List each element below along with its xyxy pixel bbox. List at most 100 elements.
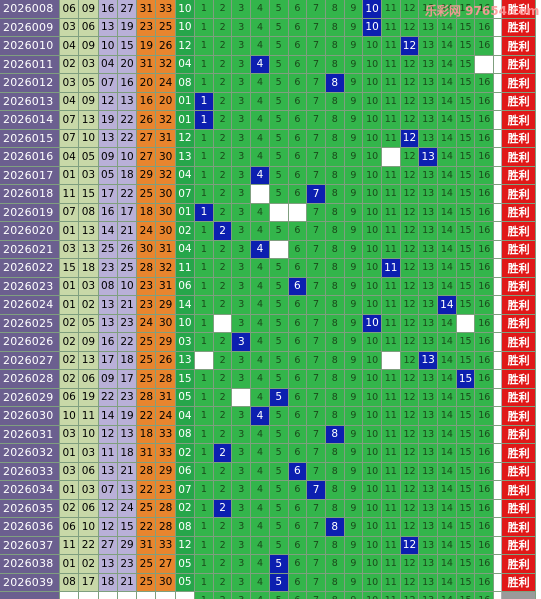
trend-number-cell: 13	[419, 111, 439, 130]
separator-cell	[494, 129, 503, 148]
separator-cell	[494, 444, 503, 463]
drawn-number: 01	[60, 222, 80, 241]
trend-number-cell: 9	[344, 370, 364, 389]
drawn-number: 32	[156, 259, 176, 278]
trend-number-cell: 10	[363, 407, 382, 426]
issue-number: 2026014	[0, 111, 60, 130]
trend-number-cell: 16	[475, 333, 495, 352]
trend-number-cell: 11	[381, 314, 401, 333]
trend-number-cell: 8	[325, 536, 345, 555]
trend-number-cell: 7	[307, 388, 326, 407]
drawn-number: 20	[137, 74, 157, 93]
drawn-number: 07	[60, 111, 80, 130]
result-badge: 胜利	[502, 92, 537, 111]
hit-number-cell: 6	[288, 277, 308, 296]
drawn-number: 23	[137, 277, 157, 296]
result-badge: 胜利	[502, 166, 537, 185]
drawn-number: 29	[156, 333, 176, 352]
trend-number-cell: 10	[363, 185, 382, 204]
trend-number-cell: 16	[475, 0, 495, 19]
trend-number-cell: 8	[325, 444, 345, 463]
hit-number-cell: 2	[213, 499, 233, 518]
drawn-number: 17	[117, 370, 138, 389]
trend-number-cell: 1	[195, 37, 214, 56]
trend-number-cell: 16	[475, 536, 495, 555]
trend-number-cell: 14	[438, 536, 457, 555]
trend-number-cell: 13	[419, 425, 439, 444]
trend-number-cell: 2	[213, 55, 233, 74]
drawn-number: 07	[60, 129, 80, 148]
drawn-number: 25	[137, 573, 157, 592]
drawn-number: 03	[79, 277, 99, 296]
trend-number-cell: 7	[307, 425, 326, 444]
trend-number-cell: 16	[475, 111, 495, 130]
drawn-number: 06	[79, 499, 99, 518]
trend-number-cell: 11	[381, 370, 401, 389]
issue-number: 2026024	[0, 296, 60, 315]
trend-number-cell: 4	[251, 92, 270, 111]
drawn-number: 02	[60, 370, 80, 389]
trend-number-cell: 7	[307, 296, 326, 315]
trend-number-cell: 6	[288, 333, 308, 352]
trend-number-cell: 15	[456, 481, 476, 500]
empty-cell	[456, 314, 476, 333]
result-badge: 胜利	[502, 148, 537, 167]
footer-number-cell: 16	[475, 592, 495, 599]
trend-number-cell: 10	[363, 92, 382, 111]
drawn-number: 14	[98, 222, 118, 241]
footer-number-cell: 14	[438, 592, 457, 599]
trend-number-cell: 15	[456, 277, 476, 296]
drawn-number: 33	[156, 536, 176, 555]
trend-number-cell: 15	[456, 425, 476, 444]
drawn-number: 25	[156, 18, 176, 37]
trend-number-cell: 13	[419, 444, 439, 463]
trend-number-cell: 1	[195, 0, 214, 19]
drawn-number: 23	[117, 555, 138, 574]
drawn-number: 02	[175, 222, 196, 241]
drawn-number: 12	[98, 92, 118, 111]
trend-number-cell: 2	[213, 166, 233, 185]
trend-number-cell: 3	[232, 0, 252, 19]
drawn-number: 01	[60, 444, 80, 463]
drawn-number: 29	[156, 462, 176, 481]
trend-number-cell: 13	[419, 55, 439, 74]
trend-number-cell: 12	[400, 370, 420, 389]
trend-number-cell: 13	[419, 370, 439, 389]
trend-number-cell: 1	[195, 296, 214, 315]
hit-number-cell: 7	[307, 185, 326, 204]
trend-number-cell: 4	[251, 425, 270, 444]
trend-number-cell: 3	[232, 74, 252, 93]
trend-number-cell: 14	[438, 222, 457, 241]
trend-number-cell: 2	[213, 370, 233, 389]
hit-number-cell: 3	[232, 333, 252, 352]
drawn-number: 10	[117, 277, 138, 296]
trend-number-cell: 16	[475, 74, 495, 93]
trend-number-cell: 7	[307, 148, 326, 167]
trend-number-cell: 6	[288, 444, 308, 463]
hit-number-cell: 12	[400, 129, 420, 148]
drawn-number: 04	[175, 407, 196, 426]
hit-number-cell: 13	[419, 148, 439, 167]
issue-number: 2026015	[0, 129, 60, 148]
trend-number-cell: 12	[400, 18, 420, 37]
separator-cell	[494, 407, 503, 426]
trend-number-cell: 15	[456, 18, 476, 37]
result-badge-blank	[502, 592, 537, 599]
drawn-number: 31	[156, 277, 176, 296]
drawn-number: 05	[79, 148, 99, 167]
trend-number-cell: 7	[307, 277, 326, 296]
trend-number-cell: 13	[419, 0, 439, 19]
drawn-number: 32	[156, 55, 176, 74]
trend-number-cell: 16	[475, 481, 495, 500]
trend-number-cell: 15	[456, 55, 476, 74]
trend-number-cell: 7	[307, 18, 326, 37]
hit-number-cell: 8	[325, 425, 345, 444]
drawn-number: 33	[156, 425, 176, 444]
drawn-number: 15	[79, 185, 99, 204]
footer-number-cell: 9	[344, 592, 364, 599]
separator-cell	[494, 74, 503, 93]
trend-number-cell: 10	[363, 573, 382, 592]
trend-number-cell: 4	[251, 277, 270, 296]
trend-number-cell: 16	[475, 425, 495, 444]
